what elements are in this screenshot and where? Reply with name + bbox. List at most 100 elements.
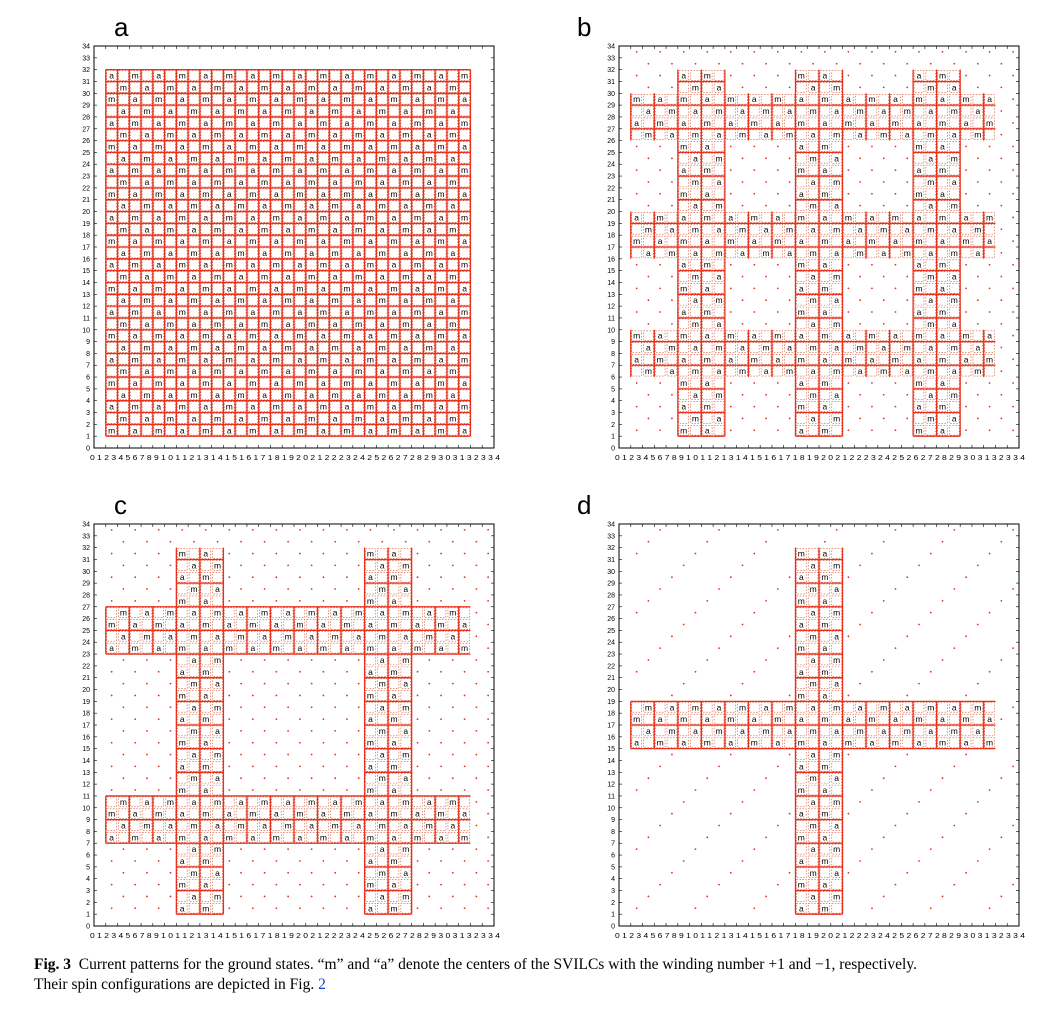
cell-outline [235, 283, 247, 294]
svilc-center-label: m [927, 319, 934, 329]
cell-outline [819, 259, 831, 270]
svilc-center-label: a [392, 690, 397, 700]
cell-outline [388, 176, 400, 188]
cell-outline [341, 259, 353, 270]
svilc-center-label: a [192, 844, 197, 854]
cell-outline [212, 619, 223, 630]
svilc-center-label: a [717, 702, 722, 712]
svilc-center-label: m [414, 832, 421, 842]
cell-outline [247, 401, 259, 412]
cell-outline [713, 271, 725, 282]
cell-outline [949, 377, 960, 389]
cell-outline [129, 642, 141, 654]
cell-outline [141, 365, 153, 377]
cell-outline [902, 212, 913, 223]
cell-outline [200, 879, 211, 890]
cell-outline [141, 283, 153, 294]
cell-outline [177, 188, 188, 200]
svilc-center-label: m [904, 343, 911, 353]
cell-outline [819, 619, 831, 630]
y-tick-label: 7 [611, 363, 615, 370]
current-dot [859, 275, 862, 278]
cell-outline [654, 737, 666, 748]
current-dot [346, 741, 348, 744]
current-dot [671, 62, 673, 65]
cell-outline [807, 117, 819, 129]
cell-outline [188, 342, 200, 353]
cell-outline [318, 141, 329, 152]
cell-outline [913, 401, 925, 412]
cell-outline [690, 294, 701, 306]
y-tick-label: 15 [607, 268, 615, 275]
cell-outline [235, 153, 247, 164]
cell-outline [294, 832, 306, 843]
cell-outline [282, 129, 294, 140]
cell-outline [177, 354, 188, 365]
cell-outline [424, 224, 435, 235]
svilc-center-label: m [821, 425, 828, 435]
svilc-center-label: a [928, 153, 933, 163]
svilc-center-label: a [415, 809, 420, 819]
cell-outline [377, 176, 388, 188]
current-dot [635, 287, 638, 290]
current-dot [976, 860, 979, 862]
cell-outline [424, 247, 435, 259]
cell-outline [819, 283, 831, 294]
cell-outline [435, 294, 447, 306]
svilc-center-label: m [939, 402, 946, 412]
cell-outline [129, 330, 141, 341]
cell-outline [678, 365, 689, 377]
svilc-center-label: m [857, 343, 864, 353]
svilc-center-label: a [192, 891, 197, 901]
svilc-center-label: m [379, 679, 386, 689]
cell-outline [188, 247, 200, 259]
cell-outline [118, 365, 129, 377]
cell-outline [925, 725, 936, 737]
cell-outline [435, 247, 447, 259]
cell-outline [424, 365, 435, 377]
cell-outline [913, 283, 925, 294]
y-tick-label: 20 [82, 209, 90, 216]
svilc-center-label: a [834, 679, 839, 689]
cell-outline [831, 188, 842, 200]
cell-outline [913, 70, 925, 81]
cell-outline [271, 153, 282, 164]
current-dot [357, 540, 360, 543]
cell-outline [212, 832, 223, 843]
cell-outline [949, 318, 960, 330]
cell-outline [678, 93, 689, 105]
svilc-center-label: a [681, 118, 686, 128]
cell-outline [388, 678, 400, 689]
svilc-center-label: m [810, 390, 817, 400]
current-dot [918, 623, 920, 626]
current-dot [346, 599, 348, 602]
cell-outline [796, 200, 807, 211]
cell-outline [937, 294, 948, 306]
svilc-center-label: m [727, 331, 734, 341]
svilc-center-label: m [798, 549, 805, 559]
cell-outline [796, 117, 807, 129]
svilc-center-label: a [870, 118, 875, 128]
current-dot [882, 204, 885, 207]
svilc-center-label: m [332, 390, 339, 400]
current-dot [894, 169, 897, 172]
cell-outline [984, 224, 995, 235]
current-dot [635, 670, 638, 673]
current-dot [440, 670, 442, 673]
cell-outline [224, 832, 235, 843]
cell-outline [654, 342, 666, 353]
cell-outline [937, 330, 948, 341]
current-dot [776, 51, 779, 53]
svilc-center-label: m [238, 343, 245, 353]
cell-outline [106, 294, 117, 306]
cell-outline [259, 377, 270, 389]
svilc-center-label: m [179, 165, 186, 175]
svilc-center-label: m [739, 366, 746, 376]
current-dot [251, 907, 254, 910]
current-dot [635, 382, 638, 384]
cell-outline [631, 224, 642, 235]
cell-outline [400, 188, 411, 200]
cell-outline [713, 105, 725, 117]
svilc-center-label: a [881, 726, 886, 736]
svilc-center-label: m [320, 165, 327, 175]
